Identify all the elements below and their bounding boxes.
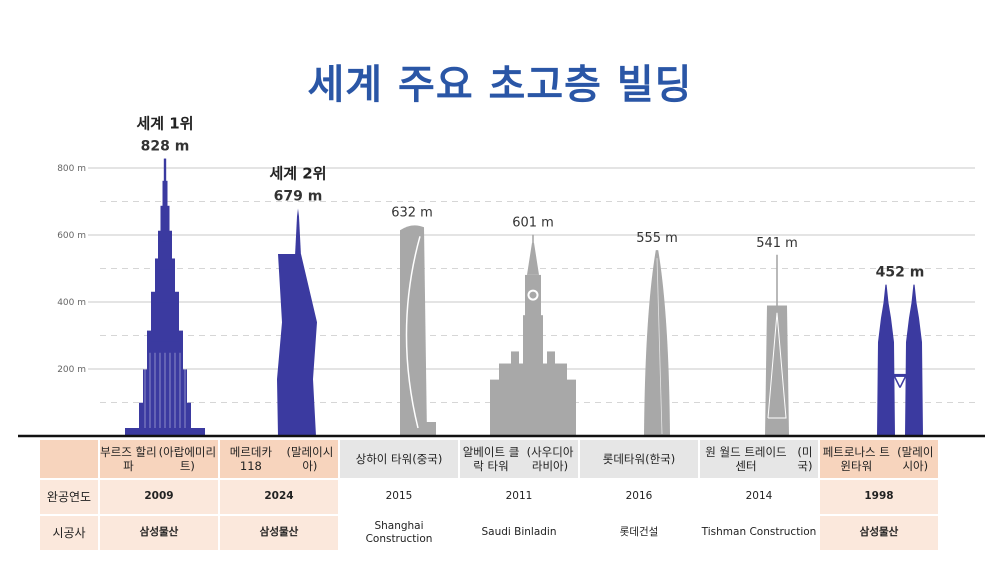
height-label: 828 m bbox=[141, 139, 190, 155]
burj-tier bbox=[160, 205, 170, 242]
burj-base bbox=[125, 428, 205, 436]
building-country: (미국) bbox=[797, 444, 813, 473]
clock-wing-right bbox=[547, 351, 555, 380]
building-name: 상하이 타워 bbox=[355, 451, 413, 466]
shanghai-twist bbox=[405, 236, 421, 429]
building-country: (말레이시아) bbox=[897, 444, 934, 473]
table-header-cell: 메르데카 118 (말레이시아) bbox=[220, 440, 338, 478]
building-country: (한국) bbox=[645, 451, 676, 466]
building-country: (사우디아라비아) bbox=[526, 444, 574, 473]
petronas-brace-right bbox=[899, 375, 907, 388]
petronas-tower bbox=[905, 284, 923, 436]
clock-roof bbox=[527, 242, 539, 275]
builder-cell: 삼성물산 bbox=[820, 516, 938, 550]
building-petronas bbox=[877, 284, 923, 436]
merdeka-spire bbox=[295, 208, 301, 256]
year-cell: 1998 bbox=[820, 480, 938, 514]
building-name: 알베이트 클락 타워 bbox=[462, 444, 520, 473]
wtc-facet bbox=[767, 312, 787, 419]
building-merdeka bbox=[277, 208, 317, 436]
building-name: 메르데카 118 bbox=[229, 444, 273, 473]
builder-cell: 삼성물산 bbox=[220, 516, 338, 550]
wtc-body bbox=[765, 305, 789, 436]
building-name: 롯데타워 bbox=[602, 451, 646, 466]
height-label: 679 m bbox=[274, 189, 323, 205]
year-cell: 2011 bbox=[460, 480, 578, 514]
burj-tier bbox=[162, 180, 168, 217]
height-label: 601 m bbox=[512, 216, 554, 231]
building-shanghai bbox=[400, 225, 436, 436]
wtc-spire bbox=[776, 254, 778, 306]
building-clock bbox=[490, 234, 576, 436]
clock-wing-left bbox=[511, 351, 519, 380]
shanghai-annex bbox=[424, 422, 436, 436]
building-country: (아랍에미리트) bbox=[158, 444, 217, 473]
burj-spire bbox=[164, 158, 166, 192]
table-header-cell: 페트로나스 트윈타워 (말레이시아) bbox=[820, 440, 938, 478]
row-label-year: 완공연도 bbox=[40, 480, 98, 514]
height-label: 541 m bbox=[756, 236, 798, 251]
petronas-brace-left bbox=[893, 375, 901, 388]
petronas-skybridge bbox=[894, 373, 906, 377]
building-name: 원 월드 트레이드 센터 bbox=[705, 444, 787, 473]
building-name: 부르즈 할리파 bbox=[100, 444, 157, 473]
building-burj bbox=[125, 158, 205, 436]
skyscraper-chart: 200 m 400 m 600 m 800 m 828 m 세계 1위 679 m 세계 2… bbox=[18, 115, 985, 438]
table-header-cell: 롯데타워 (한국) bbox=[580, 440, 698, 478]
table-header-cell: 알베이트 클락 타워 (사우디아라비아) bbox=[460, 440, 578, 478]
petronas-tower bbox=[877, 284, 895, 436]
year-cell: 2024 bbox=[220, 480, 338, 514]
page-title: 세계 주요 초고층 빌딩 bbox=[307, 62, 693, 108]
clock-tower bbox=[523, 315, 543, 436]
clock-face-inner bbox=[529, 291, 537, 299]
builder-cell: 삼성물산 bbox=[100, 516, 218, 550]
y-tick-label: 400 m bbox=[57, 298, 86, 308]
building-country: (중국) bbox=[412, 451, 443, 466]
lotte-body bbox=[644, 250, 670, 436]
shanghai-body bbox=[400, 225, 427, 436]
rank-label: 세계 2위 bbox=[269, 165, 326, 183]
row-label-builder: 시공사 bbox=[40, 516, 98, 550]
height-label: 632 m bbox=[391, 205, 433, 220]
year-cell: 2009 bbox=[100, 480, 218, 514]
building-lotte bbox=[644, 250, 670, 436]
table-header-cell: 부르즈 할리파 (아랍에미리트) bbox=[100, 440, 218, 478]
table-header-cell: 상하이 타워 (중국) bbox=[340, 440, 458, 478]
clock-spire bbox=[532, 234, 534, 245]
y-tick-label: 800 m bbox=[57, 164, 86, 174]
y-tick-label: 200 m bbox=[57, 365, 86, 375]
table-corner bbox=[40, 440, 98, 478]
year-cell: 2016 bbox=[580, 480, 698, 514]
burj-tier bbox=[155, 258, 175, 303]
builder-cell: Tishman Construction bbox=[700, 516, 818, 550]
year-cell: 2014 bbox=[700, 480, 818, 514]
merdeka-body bbox=[277, 254, 317, 436]
table-header-cell: 원 월드 트레이드 센터 (미국) bbox=[700, 440, 818, 478]
height-label: 452 m bbox=[876, 265, 925, 281]
height-label: 555 m bbox=[636, 231, 678, 246]
y-axis-ticks: 200 m 400 m 600 m 800 m bbox=[57, 164, 86, 375]
rank-label: 세계 1위 bbox=[136, 115, 193, 133]
building-name: 페트로나스 트윈타워 bbox=[822, 444, 890, 473]
y-tick-label: 600 m bbox=[57, 231, 86, 241]
builder-cell: 롯데건설 bbox=[580, 516, 698, 550]
buildings bbox=[125, 158, 923, 436]
height-labels: 828 m 세계 1위 679 m 세계 2위 632 m 601 m 555 m 541 m… bbox=[136, 115, 924, 281]
building-wtc bbox=[765, 254, 789, 436]
building-country: (말레이시아) bbox=[286, 444, 334, 473]
lotte-seam bbox=[656, 258, 663, 435]
builder-cell: Saudi Binladin bbox=[460, 516, 578, 550]
year-cell: 2015 bbox=[340, 480, 458, 514]
builder-cell: Shanghai Construction bbox=[340, 516, 458, 550]
